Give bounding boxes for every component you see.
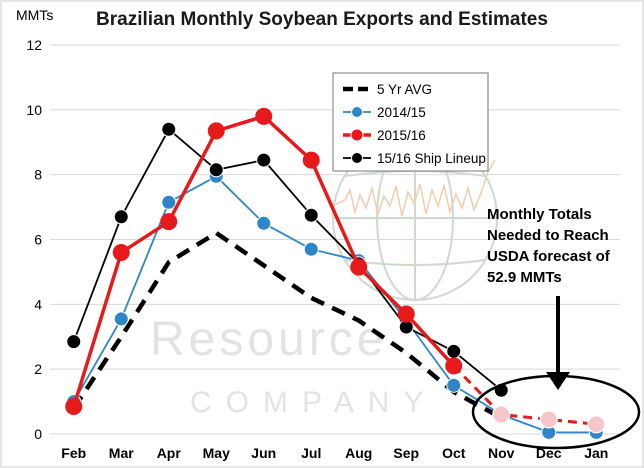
chart-title: Brazilian Monthly Soybean Exports and Es…: [96, 9, 548, 30]
estimate-point: [539, 410, 558, 429]
x-tick-label: Apr: [157, 445, 182, 461]
series-point-2: [397, 305, 415, 323]
annotation-line: 52.9 MMTs: [487, 269, 562, 286]
legend: 5 Yr AVG 2014/15 2015/16 15/16 Ship Lineup: [332, 72, 489, 172]
series-point-2: [445, 357, 463, 375]
series-point-3: [161, 121, 177, 137]
legend-marker: [351, 106, 363, 118]
estimate-point: [492, 405, 511, 424]
svg-text:COMPANY: COMPANY: [190, 386, 437, 419]
legend-marker: [350, 128, 364, 142]
series-point-3: [303, 207, 319, 223]
series-point-2: [302, 151, 320, 169]
series-point-2: [65, 397, 83, 415]
series-point-2: [160, 213, 178, 231]
y-tick-label: 12: [26, 37, 42, 53]
annotation-line: Needed to Reach: [487, 227, 609, 244]
x-tick-label: Aug: [345, 445, 372, 461]
series-line-0: [71, 230, 503, 420]
y-axis-label: MMTs: [16, 7, 53, 23]
x-tick-label: Oct: [442, 445, 466, 461]
x-tick-label: May: [203, 445, 230, 461]
series-point-3: [446, 343, 462, 359]
series-point-3: [208, 162, 224, 178]
x-tick-label: Jul: [301, 445, 321, 461]
legend-label: 5 Yr AVG: [377, 82, 432, 97]
series-point-1: [446, 377, 462, 393]
y-tick-label: 10: [26, 102, 42, 118]
estimate-line: [452, 364, 597, 426]
y-tick-label: 2: [34, 361, 42, 377]
annotation-text: Monthly Totals Needed to Reach USDA foreca…: [487, 206, 611, 286]
y-tick-label: 6: [34, 232, 42, 248]
y-tick-label: 4: [34, 296, 42, 312]
series-point-2: [207, 122, 225, 140]
svg-text:Resource: Resource: [150, 313, 387, 366]
annotation-ellipse: [471, 374, 641, 450]
legend-label: 2014/15: [377, 105, 426, 120]
annotation-line: Monthly Totals: [487, 206, 592, 223]
x-tick-label: Jun: [251, 445, 276, 461]
series-point-1: [256, 215, 272, 231]
series-point-3: [256, 152, 272, 168]
x-tick-label: Sep: [393, 445, 419, 461]
series-point-2: [112, 243, 130, 261]
series-layer: [65, 107, 606, 440]
x-tick-label: Mar: [109, 445, 134, 461]
series-point-1: [303, 241, 319, 257]
annotation-line: USDA forecast of: [487, 248, 611, 265]
y-tick-label: 0: [34, 426, 42, 442]
series-point-2: [350, 258, 368, 276]
series-point-1: [161, 194, 177, 210]
estimate-point: [587, 415, 606, 434]
x-tick-label: Jan: [584, 445, 608, 461]
x-tick-label: Nov: [488, 445, 515, 461]
x-tick-label: Feb: [61, 445, 86, 461]
y-tick-label: 8: [34, 167, 42, 183]
watermark-pulse: [334, 159, 496, 217]
series-point-3: [113, 209, 129, 225]
watermark-text: Resource COMPANY: [150, 313, 437, 419]
series-point-1: [113, 311, 129, 327]
annotation: Monthly Totals Needed to Reach USDA foreca…: [471, 206, 641, 450]
legend-label: 2015/16: [377, 128, 426, 143]
series-point-3: [66, 334, 82, 350]
legend-marker: [351, 152, 363, 164]
series-point-2: [255, 107, 273, 125]
legend-label: 15/16 Ship Lineup: [377, 151, 486, 166]
